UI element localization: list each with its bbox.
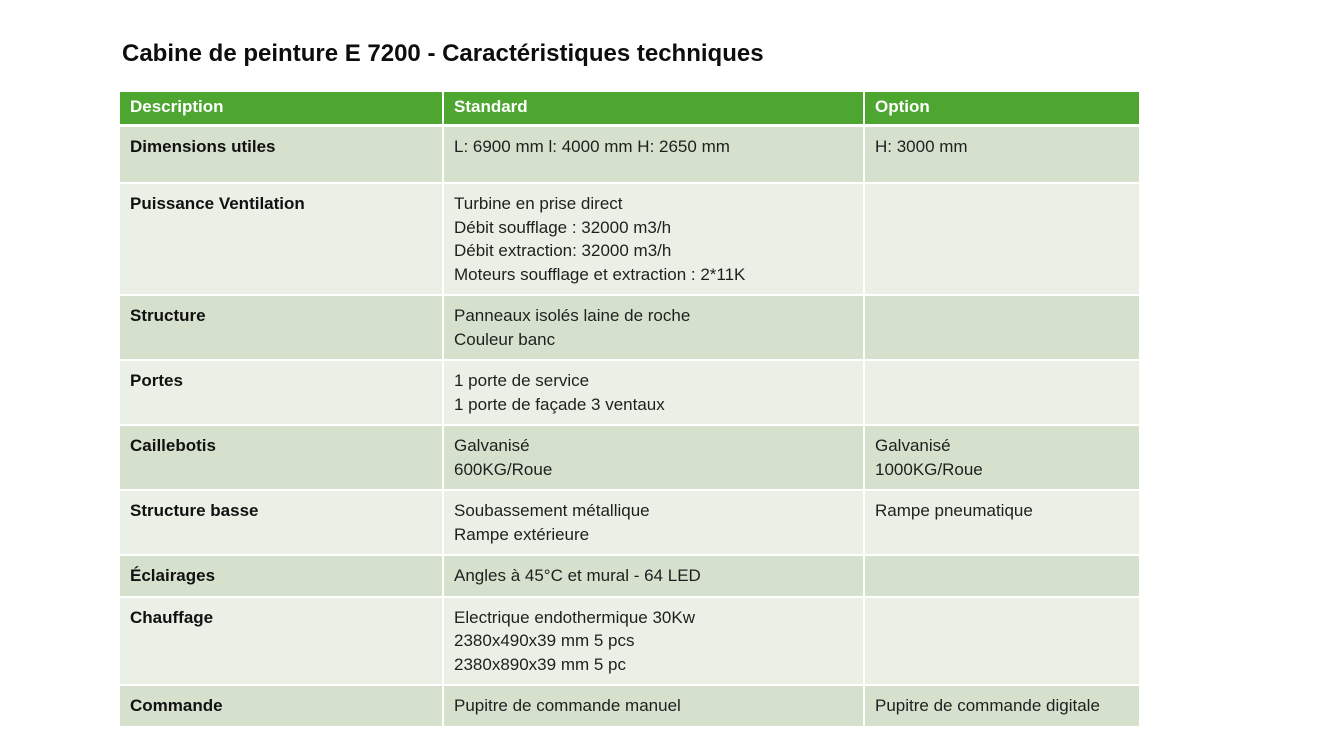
cell-option [864,360,1139,426]
table-row: Portes 1 porte de service 1 porte de faça… [120,360,1139,426]
cell-line: Turbine en prise direct [454,194,623,213]
cell-option: Rampe pneumatique [864,490,1139,556]
cell-line: Electrique endothermique 30Kw [454,607,695,627]
cell-line: Pupitre de commande digitale [875,696,1100,715]
cell-standard: L: 6900 mm l: 4000 mm H: 2650 mm [443,125,865,184]
cell-description: Éclairages [120,555,444,598]
cell-description: Portes [120,360,444,426]
cell-description: Commande [120,685,444,728]
table-row: Puissance Ventilation Turbine en prise d… [120,183,1139,296]
cell-standard: Panneaux isolés laine de roche Couleur ba… [443,295,865,361]
cell-description: Structure [120,295,444,361]
cell-standard: Pupitre de commande manuel [443,685,865,728]
cell-line: Panneaux isolés laine de roche [454,306,691,325]
cell-line: 1 porte de service [454,371,590,390]
table-row: Commande Pupitre de commande manuel Pupi… [120,685,1139,728]
cell-line: Débit extraction: 32000 m3/h [454,241,672,260]
column-header-option: Option [864,92,1139,127]
cell-description: Caillebotis [120,425,444,491]
table-row: Structure Panneaux isolés laine de roche… [120,295,1139,361]
specs-table-header: Description Standard Option [120,92,1139,127]
page-title: Cabine de peinture E 7200 - Caractéristi… [122,40,764,67]
cell-line: Débit soufflage : 32000 m3/h [454,217,672,237]
header-row: Description Standard Option [120,92,1139,127]
cell-option: Pupitre de commande digitale [864,685,1139,728]
cell-description: Puissance Ventilation [120,183,444,296]
cell-line: 1 porte de façade 3 ventaux [454,394,665,414]
cell-line: 2380x490x39 mm 5 pcs [454,631,635,650]
cell-line: H: 3000 mm [875,136,968,156]
cell-line: 2380x890x39 mm 5 pc [454,654,626,674]
cell-line: Moteurs soufflage et extraction : 2*11K [454,264,746,284]
cell-line: Galvanisé [875,436,951,455]
specs-table: Description Standard Option Dimensions u… [120,92,1139,728]
table-row: Caillebotis Galvanisé 600KG/Roue Galvanis… [120,425,1139,491]
cell-standard: Soubassement métallique Rampe extérieure [443,490,865,556]
table-row: Dimensions utiles L: 6900 mm l: 4000 mm … [120,125,1139,184]
cell-description: Dimensions utiles [120,125,444,184]
cell-line: Couleur banc [454,329,556,349]
cell-option [864,295,1139,361]
cell-line: Rampe pneumatique [875,501,1033,520]
table-row: Structure basse Soubassement métallique R… [120,490,1139,556]
cell-line: L: 6900 mm l: 4000 mm H: 2650 mm [454,136,730,156]
cell-standard: Turbine en prise direct Débit soufflage :… [443,183,865,296]
cell-option: H: 3000 mm [864,125,1139,184]
cell-description: Structure basse [120,490,444,556]
cell-description: Chauffage [120,596,444,686]
cell-line: Galvanisé [454,436,530,455]
cell-standard: Electrique endothermique 30Kw 2380x490x39… [443,596,865,686]
cell-standard: Angles à 45°C et mural - 64 LED [443,555,865,598]
cell-line: 1000KG/Roue [875,459,983,479]
cell-standard: Galvanisé 600KG/Roue [443,425,865,491]
cell-option [864,555,1139,598]
cell-option [864,183,1139,296]
cell-line: Angles à 45°C et mural - 64 LED [454,566,701,585]
specs-table-body: Dimensions utiles L: 6900 mm l: 4000 mm … [120,125,1139,728]
cell-line: Pupitre de commande manuel [454,696,681,715]
table-row: Chauffage Electrique endothermique 30Kw 2… [120,596,1139,686]
cell-option [864,596,1139,686]
cell-option: Galvanisé 1000KG/Roue [864,425,1139,491]
cell-line: 600KG/Roue [454,459,553,479]
column-header-description: Description [120,92,444,127]
table-row: Éclairages Angles à 45°C et mural - 64 L… [120,555,1139,598]
column-header-standard: Standard [443,92,865,127]
cell-line: Rampe extérieure [454,524,590,544]
cell-line: Soubassement métallique [454,501,650,520]
cell-standard: 1 porte de service 1 porte de façade 3 ve… [443,360,865,426]
